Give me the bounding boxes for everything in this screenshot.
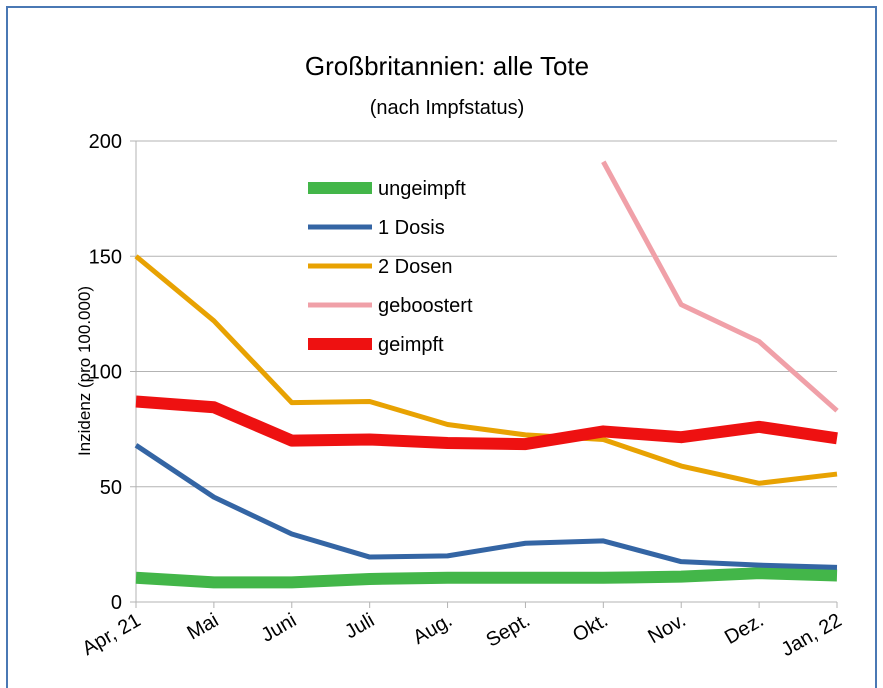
series-line — [134, 254, 838, 486]
legend-label: geboostert — [378, 295, 473, 317]
legend-label: geimpft — [378, 334, 444, 356]
legend-label: 1 Dosis — [378, 217, 445, 239]
legend-label: 2 Dosen — [378, 256, 453, 278]
y-tick-label: 50 — [100, 477, 122, 499]
y-tick-label: 100 — [89, 362, 122, 384]
y-tick-label: 0 — [111, 592, 122, 614]
series-line — [134, 443, 838, 570]
chart-subtitle: (nach Impfstatus) — [370, 97, 525, 119]
y-axis-label: Inzidenz (pro 100.000) — [75, 286, 94, 456]
y-tick-label: 150 — [89, 246, 122, 268]
legend-label: ungeimpft — [378, 178, 466, 200]
series-line — [135, 395, 838, 451]
series-line — [135, 567, 838, 589]
chart-title: Großbritannien: alle Tote — [305, 51, 589, 81]
y-tick-label: 200 — [89, 131, 122, 153]
series-line — [601, 160, 839, 413]
